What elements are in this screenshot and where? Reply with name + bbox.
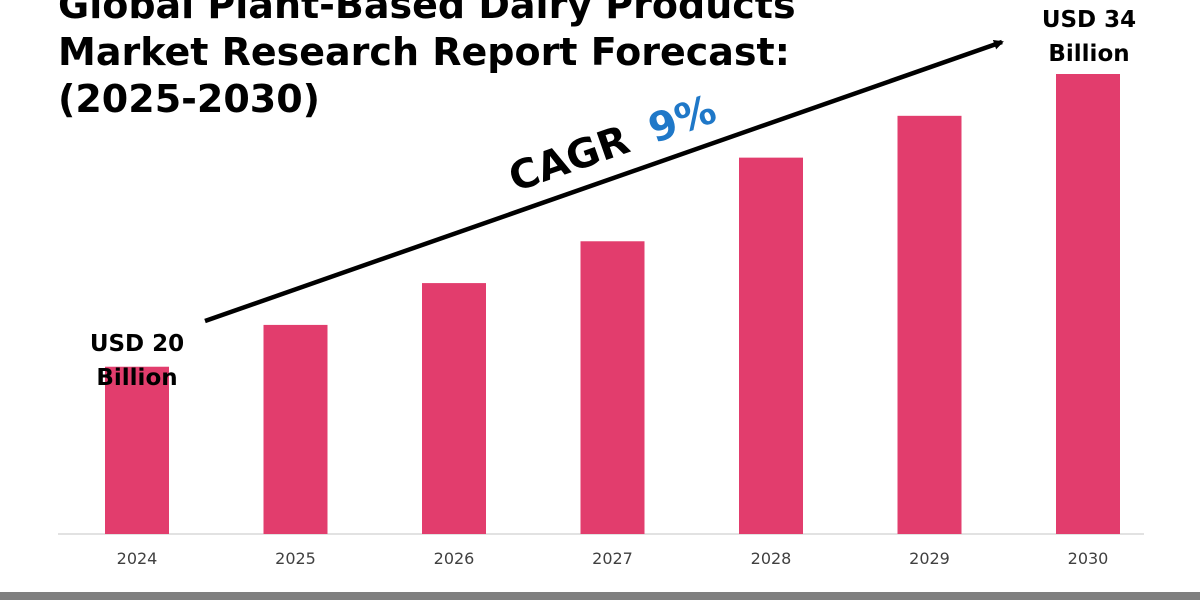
end-value-line-2: Billion <box>1048 41 1130 67</box>
x-tick-2028: 2028 <box>751 549 792 568</box>
cagr-annotation: CAGR 9% <box>503 87 722 202</box>
chart-title-line-1: Global Plant-Based Dairy Products <box>58 0 796 27</box>
chart-title-line-2: Market Research Report Forecast: <box>58 30 790 74</box>
x-tick-2026: 2026 <box>434 549 475 568</box>
x-tick-labels: 2024 2025 2026 2027 2028 2029 2030 <box>117 549 1109 568</box>
chart-title-line-3: (2025-2030) <box>58 77 321 121</box>
bar-2024 <box>105 366 169 534</box>
end-value-line-1: USD 34 <box>1041 7 1137 33</box>
bar-2026 <box>422 283 486 534</box>
start-value-line-1: USD 20 <box>89 331 185 357</box>
chart-title: Global Plant-Based Dairy Products Market… <box>58 0 796 123</box>
x-tick-2027: 2027 <box>592 549 633 568</box>
x-tick-2029: 2029 <box>909 549 950 568</box>
bar-2030 <box>1056 74 1120 534</box>
bar-2028 <box>739 157 803 535</box>
bar-2029 <box>897 115 962 535</box>
end-value-label: USD 34 Billion <box>1024 3 1154 71</box>
start-value-label: USD 20 Billion <box>72 327 202 395</box>
x-tick-2025: 2025 <box>275 549 316 568</box>
bottom-border <box>0 592 1200 600</box>
bars-group <box>105 74 1120 535</box>
growth-arrow <box>204 39 1004 324</box>
start-value-line-2: Billion <box>96 365 178 391</box>
bar-2027 <box>580 241 645 535</box>
cagr-label: CAGR <box>503 117 635 201</box>
x-tick-2024: 2024 <box>117 549 158 568</box>
x-tick-2030: 2030 <box>1068 549 1109 568</box>
bar-2025 <box>263 324 328 534</box>
